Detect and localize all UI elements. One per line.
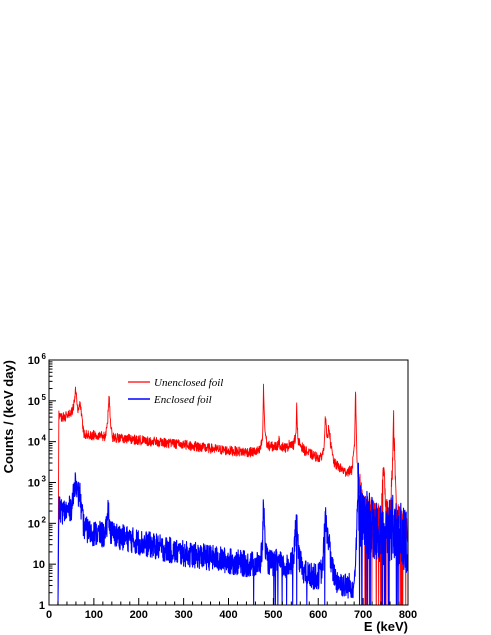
x-axis-title: E (keV): [364, 619, 408, 634]
y-tick-exponent: 4: [42, 434, 47, 443]
y-tick-label: 1: [39, 600, 45, 612]
legend-label-enclosed: Enclosed foil: [153, 394, 212, 406]
series-line-unenclosed: [57, 383, 408, 605]
y-tick-label: 10: [28, 355, 40, 367]
y-tick-exponent: 6: [42, 352, 47, 361]
x-tick-label: 800: [399, 609, 417, 621]
x-tick-label: 300: [174, 609, 192, 621]
series-line-enclosed: [57, 462, 408, 605]
y-tick-exponent: 2: [42, 515, 47, 524]
x-tick-label: 600: [309, 609, 327, 621]
ticks-layer: [48, 359, 409, 606]
x-tick-label: 500: [264, 609, 282, 621]
x-tick-label: 700: [354, 609, 372, 621]
legend: Unenclosed foil Enclosed foil: [128, 377, 223, 406]
y-tick-exponent: 3: [42, 475, 47, 484]
series-layer: [57, 383, 408, 605]
legend-label-unenclosed: Unenclosed foil: [154, 377, 223, 389]
x-tick-label: 200: [130, 609, 148, 621]
y-tick-label: 10: [28, 518, 40, 530]
y-axis-title: Counts / (keV day): [1, 360, 16, 473]
x-tick-label: 0: [46, 609, 52, 621]
y-tick-exponent: 5: [42, 393, 47, 402]
x-tick-label: 400: [219, 609, 237, 621]
x-tick-label: 100: [85, 609, 103, 621]
y-tick-label: 10: [28, 396, 40, 408]
y-tick-label: 10: [28, 478, 40, 490]
y-tick-label: 10: [33, 559, 45, 571]
y-tick-label: 10: [28, 437, 40, 449]
